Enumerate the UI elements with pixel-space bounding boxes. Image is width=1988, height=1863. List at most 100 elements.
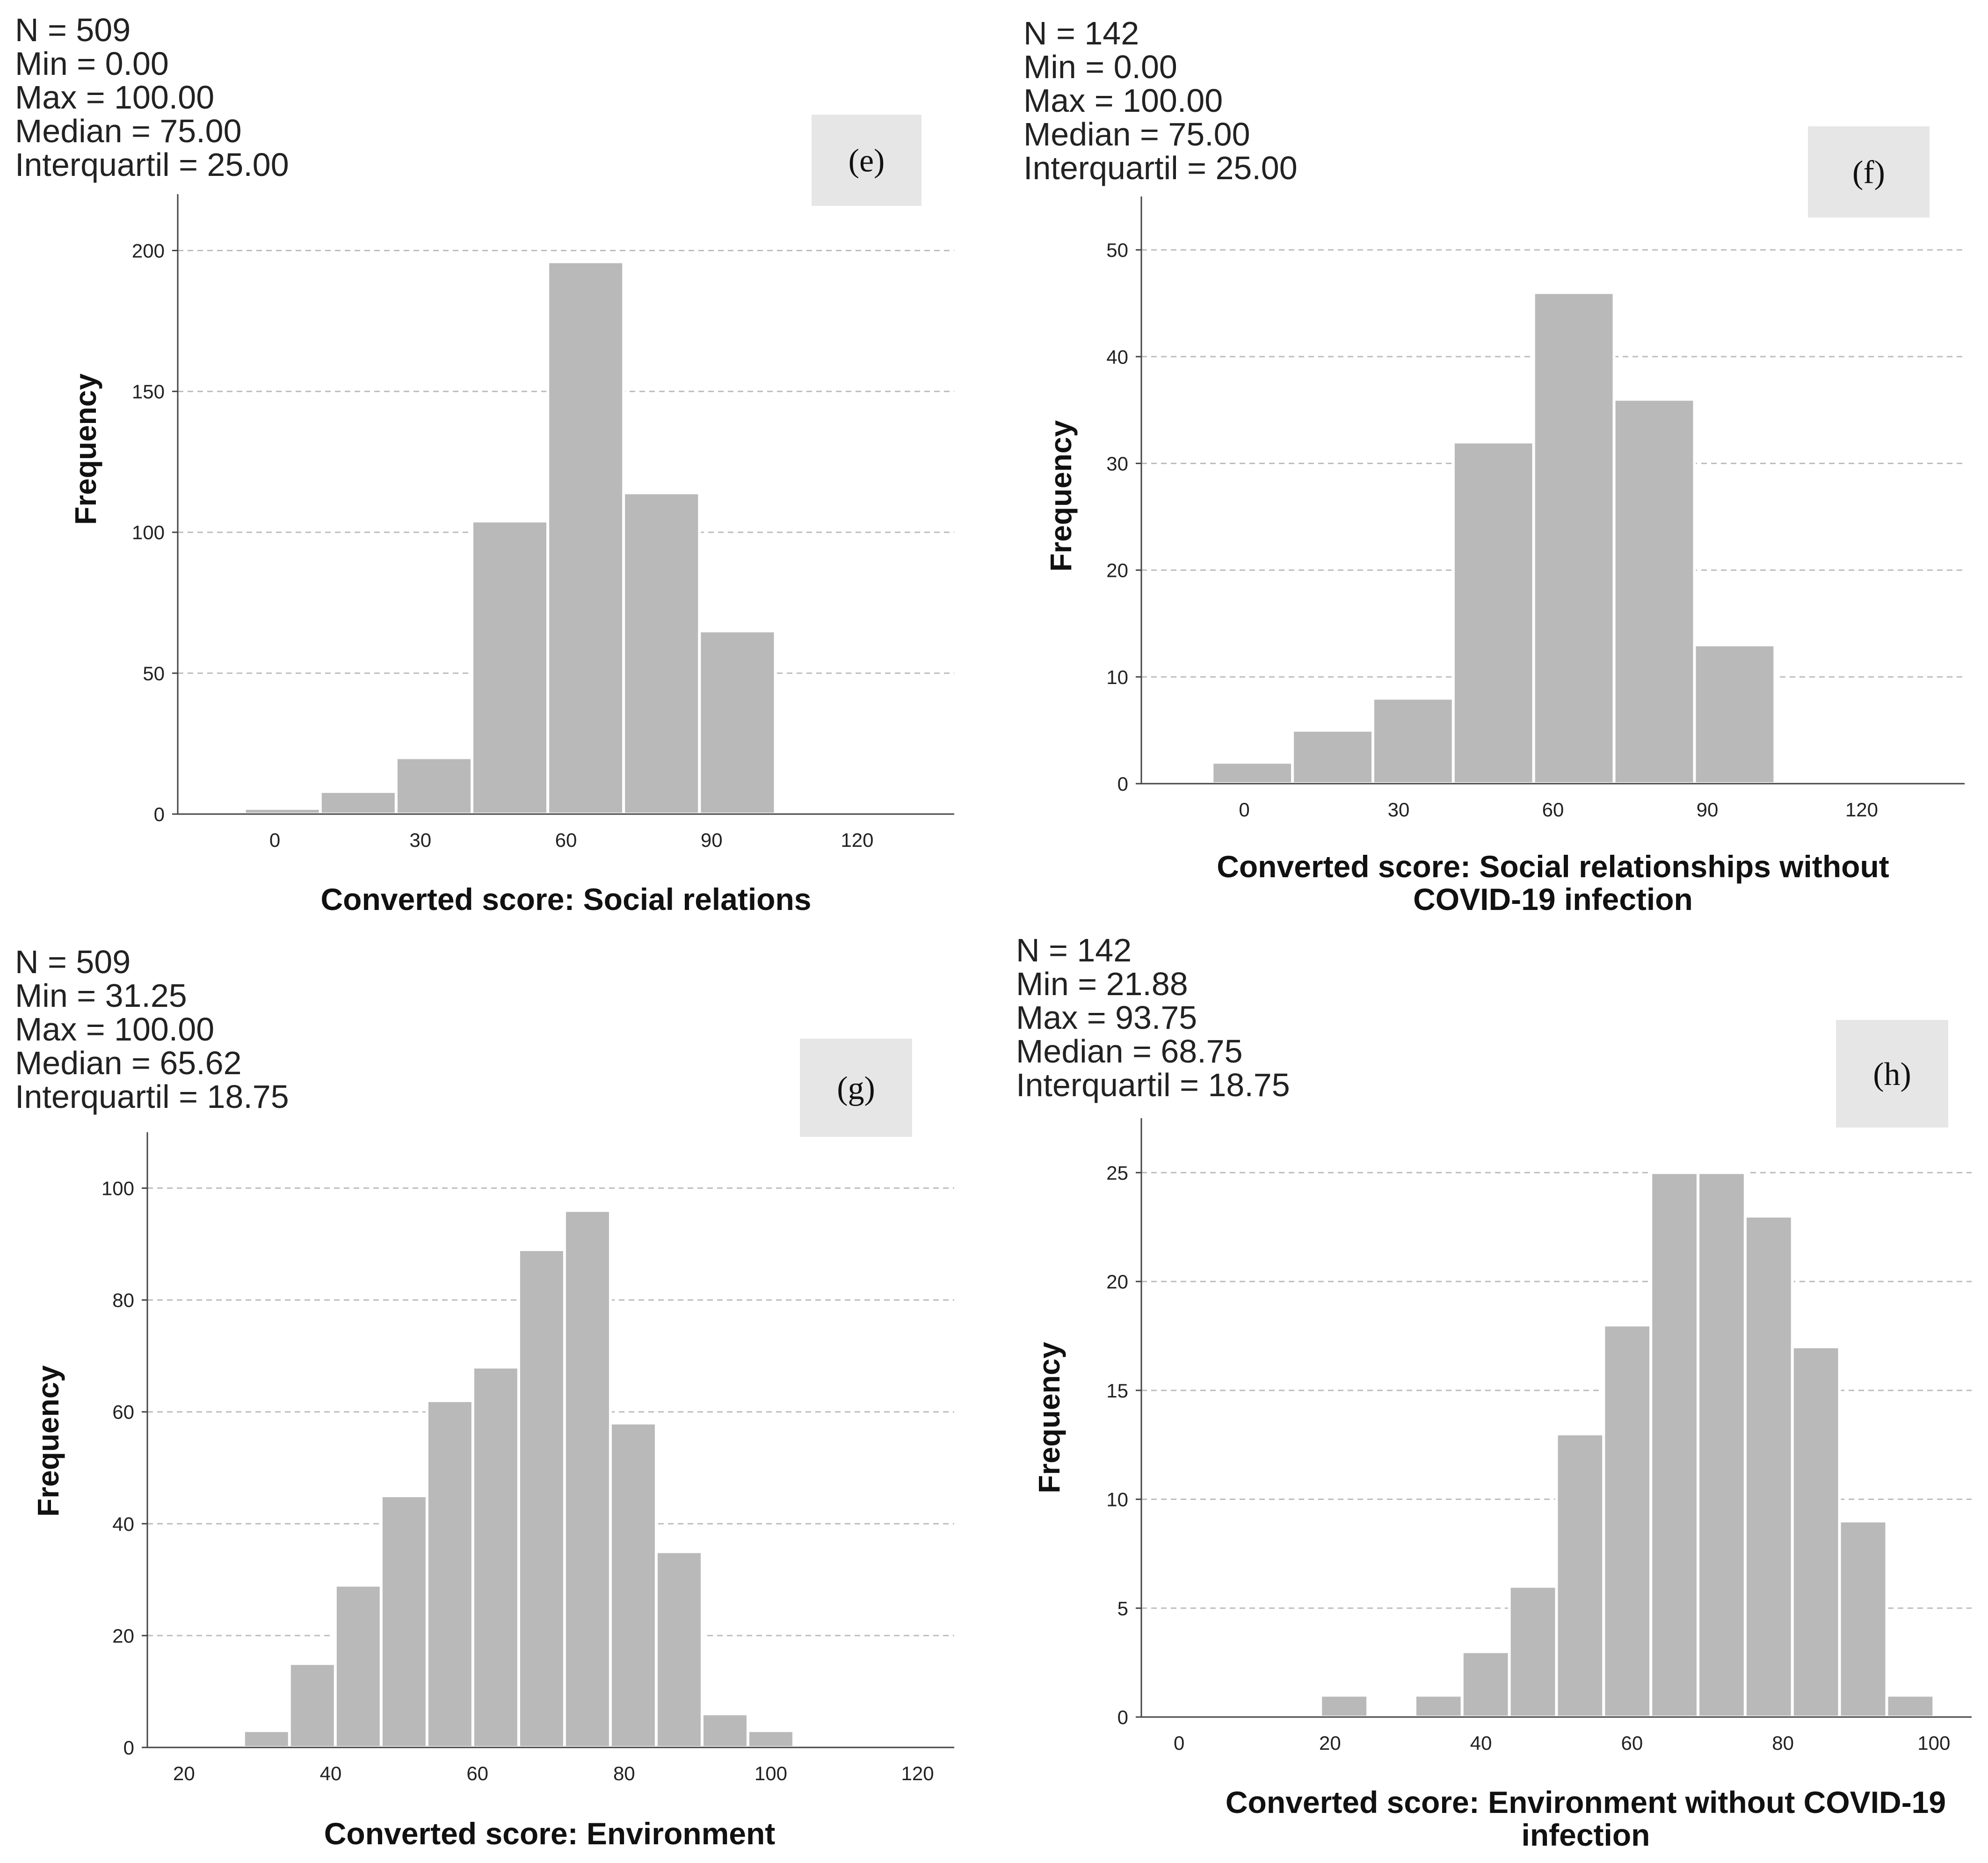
x-axis-title: Converted score: Environment without COV… xyxy=(1226,1785,1946,1819)
x-axis-title: Converted score: Social relations xyxy=(320,882,811,917)
stats-line: Median = 75.00 xyxy=(1023,116,1250,153)
stats-line: Max = 93.75 xyxy=(1016,999,1197,1036)
x-tick-label: 30 xyxy=(409,829,431,851)
panel-label: (e) xyxy=(849,143,885,179)
y-tick-label: 0 xyxy=(123,1737,134,1759)
stats-line: Interquartil = 25.00 xyxy=(1023,150,1298,186)
x-axis-title: infection xyxy=(1522,1818,1650,1852)
panel-label: (g) xyxy=(837,1070,875,1106)
histogram-bar xyxy=(243,807,322,816)
histogram-bar xyxy=(334,1584,383,1749)
x-axis-title: COVID-19 infection xyxy=(1413,882,1693,917)
histogram-bar xyxy=(622,491,701,815)
y-tick-label: 20 xyxy=(112,1625,134,1647)
histogram-bar xyxy=(425,1399,474,1749)
x-tick-label: 60 xyxy=(1542,799,1564,821)
y-tick-label: 20 xyxy=(1106,1271,1128,1293)
x-tick-label: 20 xyxy=(1319,1732,1341,1754)
stats-line: Interquartil = 18.75 xyxy=(1016,1067,1290,1103)
panel-label-box xyxy=(800,1039,912,1137)
x-tick-label: 120 xyxy=(1845,799,1878,821)
x-tick-label: 90 xyxy=(1697,799,1719,821)
stats-line: Min = 0.00 xyxy=(15,45,169,82)
stats-line: Min = 0.00 xyxy=(1023,49,1177,85)
y-tick-label: 80 xyxy=(112,1289,134,1311)
stats-line: N = 509 xyxy=(15,12,131,48)
histogram-bar xyxy=(1319,1694,1370,1719)
x-tick-label: 100 xyxy=(1917,1732,1950,1754)
histogram-bar xyxy=(546,260,625,816)
x-tick-label: 100 xyxy=(755,1762,787,1784)
panel-label-box xyxy=(1836,1020,1948,1128)
histogram-bar xyxy=(1602,1324,1653,1719)
stats-line: Max = 100.00 xyxy=(1023,82,1223,119)
histogram-bar xyxy=(698,629,777,815)
y-axis-title: Frequency xyxy=(31,1365,65,1517)
stats-line: Max = 100.00 xyxy=(15,79,214,116)
y-tick-label: 50 xyxy=(143,662,165,684)
histogram-bar xyxy=(609,1421,658,1749)
histogram-bar xyxy=(700,1712,749,1749)
y-tick-label: 100 xyxy=(102,1178,134,1200)
stats-line: N = 142 xyxy=(1016,932,1132,968)
panel-label-box xyxy=(1808,126,1930,218)
x-tick-label: 0 xyxy=(269,829,280,851)
x-tick-label: 60 xyxy=(1621,1732,1643,1754)
x-tick-label: 80 xyxy=(613,1762,635,1784)
panel-label: (f) xyxy=(1852,155,1885,191)
stats-line: Median = 65.62 xyxy=(15,1045,242,1081)
y-tick-label: 20 xyxy=(1106,560,1128,582)
stats-line: N = 142 xyxy=(1023,15,1139,51)
x-axis-title: Converted score: Social relationships wi… xyxy=(1217,849,1889,884)
y-tick-label: 40 xyxy=(1106,346,1128,368)
y-tick-label: 50 xyxy=(1106,239,1128,261)
y-tick-label: 10 xyxy=(1106,1489,1128,1511)
stats-line: Interquartil = 25.00 xyxy=(15,146,289,183)
x-tick-label: 40 xyxy=(320,1762,342,1784)
histogram-bar xyxy=(1451,440,1535,785)
y-tick-label: 60 xyxy=(112,1401,134,1423)
stats-line: Max = 100.00 xyxy=(15,1011,214,1048)
x-tick-label: 0 xyxy=(1174,1732,1184,1754)
histogram-bar xyxy=(1649,1171,1700,1718)
y-axis-title: Frequency xyxy=(1032,1342,1066,1493)
y-tick-label: 0 xyxy=(1117,773,1128,795)
histogram-bar xyxy=(1885,1694,1936,1719)
histogram-bar xyxy=(379,1494,428,1749)
histogram-bar xyxy=(319,790,398,816)
x-tick-label: 60 xyxy=(466,1762,488,1784)
panel-label: (h) xyxy=(1873,1056,1911,1092)
histogram-bar xyxy=(1508,1585,1558,1719)
x-tick-label: 30 xyxy=(1388,799,1410,821)
histogram-bar xyxy=(563,1209,612,1749)
y-tick-label: 15 xyxy=(1106,1380,1128,1402)
x-tick-label: 120 xyxy=(901,1762,934,1784)
stats-line: Median = 68.75 xyxy=(1016,1033,1243,1070)
x-tick-label: 120 xyxy=(841,829,873,851)
histogram-bar xyxy=(1743,1215,1794,1718)
x-axis-title: Converted score: Environment xyxy=(324,1816,776,1851)
x-tick-label: 60 xyxy=(555,829,577,851)
histogram-bar xyxy=(1291,728,1374,785)
x-tick-label: 90 xyxy=(701,829,723,851)
histogram-bar xyxy=(470,519,550,815)
y-tick-label: 200 xyxy=(132,240,165,262)
histogram-bar xyxy=(471,1366,520,1749)
panel-label-box xyxy=(812,115,921,206)
histogram-bar xyxy=(1791,1345,1841,1718)
stats-line: Min = 21.88 xyxy=(1016,966,1188,1002)
y-tick-label: 10 xyxy=(1106,666,1128,688)
stats-line: Interquartil = 18.75 xyxy=(15,1078,289,1115)
y-tick-label: 25 xyxy=(1106,1162,1128,1184)
histogram-bar xyxy=(1838,1520,1888,1718)
histogram-bar xyxy=(1612,398,1696,785)
stats-line: Median = 75.00 xyxy=(15,113,242,149)
x-tick-label: 40 xyxy=(1470,1732,1492,1754)
histogram-bar xyxy=(1211,761,1294,786)
histogram-bar xyxy=(242,1729,291,1749)
